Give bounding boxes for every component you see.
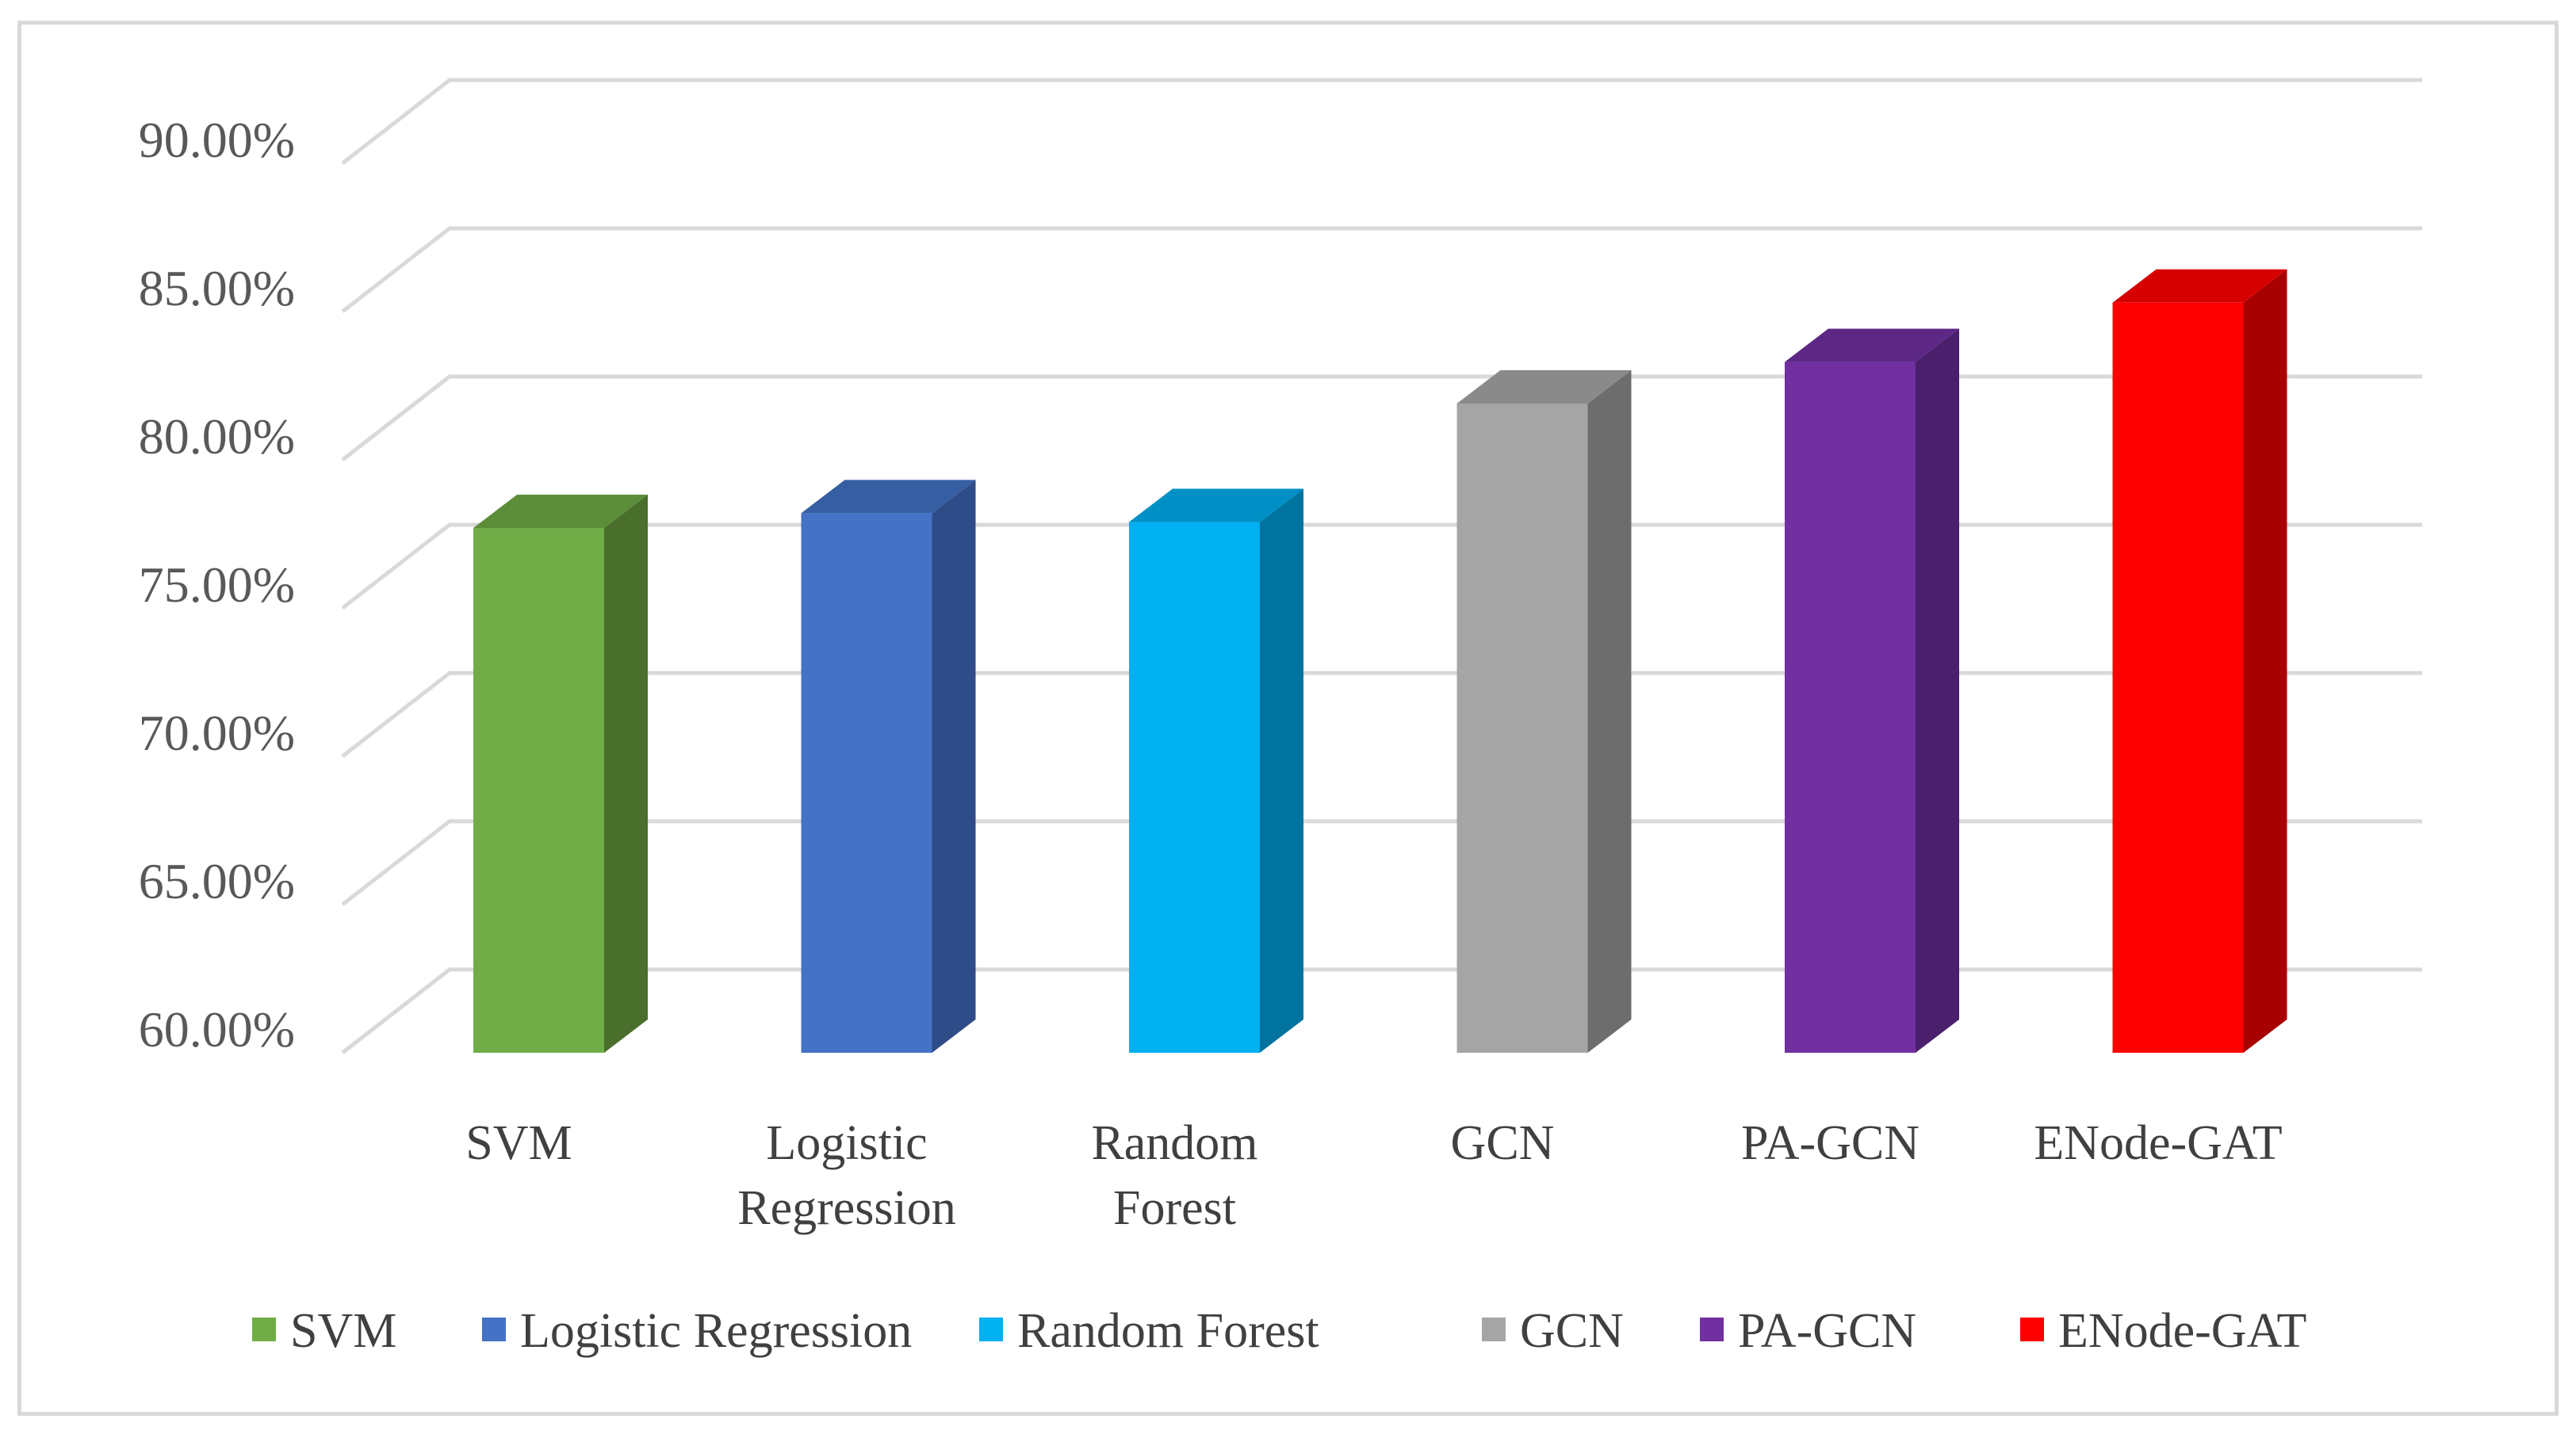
- bar: [473, 495, 648, 1053]
- bar-front: [1129, 522, 1260, 1053]
- bar-side: [1260, 488, 1303, 1053]
- y-tick-label: 80.00%: [139, 408, 295, 465]
- y-tick-label: 75.00%: [139, 557, 295, 613]
- y-axis-ticks: 60.00% 65.00% 70.00% 75.00% 80.00% 85.00% 90.0…: [139, 112, 295, 1058]
- x-tick-label: ENode-GAT: [2034, 1116, 2282, 1170]
- legend-item: SVM: [252, 1304, 396, 1358]
- legend-swatch: [2020, 1318, 2044, 1341]
- gridline: [341, 226, 2422, 313]
- legend-label: ENode-GAT: [2058, 1304, 2306, 1358]
- bar: [1785, 328, 1959, 1054]
- bar-side: [604, 495, 648, 1053]
- legend-swatch: [979, 1318, 1003, 1341]
- x-tick-label: GCN: [1451, 1116, 1555, 1170]
- x-tick-label: Random Forest: [1091, 1116, 1257, 1235]
- legend-item: PA-GCN: [1700, 1304, 1916, 1358]
- bar-top: [1785, 328, 1959, 362]
- x-tick-label: SVM: [465, 1116, 572, 1170]
- gridlines: [341, 78, 2422, 1054]
- legend-label: SVM: [290, 1304, 396, 1358]
- legend-label: Random Forest: [1017, 1304, 1319, 1358]
- gridline: [341, 522, 2422, 610]
- bar-top: [801, 480, 976, 514]
- gridline: [341, 374, 2422, 461]
- x-axis-labels: SVM Logistic Regression Random Forest GCN PA-G…: [465, 1116, 2282, 1235]
- bar-side: [1916, 328, 1959, 1054]
- gridline: [341, 967, 2422, 1054]
- gridline: [341, 78, 2422, 165]
- bar-front: [2112, 302, 2244, 1053]
- bar-top: [2112, 269, 2287, 303]
- y-tick-label: 85.00%: [139, 260, 295, 316]
- bar-top: [1129, 488, 1303, 522]
- legend-swatch: [1700, 1318, 1724, 1341]
- y-tick-label: 90.00%: [139, 112, 295, 168]
- y-tick-label: 65.00%: [139, 853, 295, 909]
- bar-front: [1785, 361, 1916, 1054]
- bars: [473, 269, 2287, 1054]
- y-tick-label: 60.00%: [139, 1001, 295, 1058]
- legend-swatch: [1482, 1318, 1506, 1341]
- bar-top: [473, 495, 648, 529]
- legend-item: ENode-GAT: [2020, 1304, 2306, 1358]
- legend-label: Logistic Regression: [520, 1304, 912, 1358]
- bar-side: [932, 480, 976, 1053]
- bar-front: [473, 528, 604, 1053]
- legend-label: GCN: [1520, 1304, 1624, 1358]
- legend: SVM Logistic Regression Random Forest GCN PA…: [252, 1304, 2306, 1358]
- x-tick-label: Logistic Regression: [737, 1116, 956, 1235]
- bar: [801, 480, 976, 1053]
- legend-swatch: [252, 1318, 276, 1341]
- x-tick-label: PA-GCN: [1741, 1116, 1920, 1170]
- bar-side: [1587, 369, 1632, 1053]
- legend-label: PA-GCN: [1738, 1304, 1916, 1358]
- legend-item: Random Forest: [979, 1304, 1319, 1358]
- legend-swatch: [482, 1318, 506, 1341]
- y-tick-label: 70.00%: [139, 705, 295, 761]
- bar-side: [2243, 269, 2287, 1053]
- bar: [2112, 269, 2287, 1053]
- legend-item: GCN: [1482, 1304, 1624, 1358]
- bar-top: [1456, 369, 1632, 404]
- gridline: [341, 819, 2422, 906]
- legend-item: Logistic Regression: [482, 1304, 912, 1358]
- bar-front: [1456, 403, 1588, 1053]
- bar: [1129, 488, 1303, 1053]
- gridline: [341, 671, 2422, 758]
- bar-front: [801, 513, 932, 1053]
- bar: [1456, 369, 1632, 1053]
